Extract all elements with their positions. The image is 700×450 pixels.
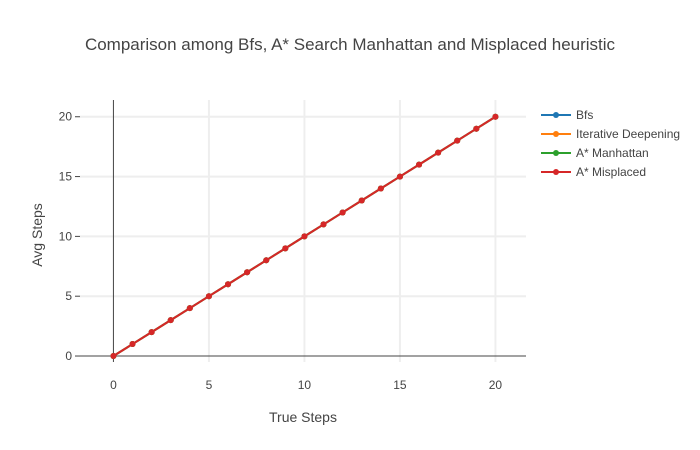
legend-item[interactable]: A* Manhattan: [541, 146, 649, 160]
data-point[interactable]: [416, 161, 423, 168]
legend-label: A* Misplaced: [576, 165, 646, 179]
y-tick-label: 20: [59, 110, 73, 124]
legend[interactable]: Bfs Iterative Deepening A* Manhattan A* Mis…: [541, 108, 680, 179]
data-point[interactable]: [186, 305, 193, 312]
legend-item[interactable]: Iterative Deepening: [541, 127, 680, 141]
legend-label: A* Manhattan: [576, 146, 649, 160]
legend-item[interactable]: Bfs: [541, 108, 593, 122]
y-tick-label: 5: [65, 289, 72, 303]
legend-swatch-marker: [553, 112, 559, 118]
legend-item[interactable]: A* Misplaced: [541, 165, 646, 179]
x-tick-label: 20: [489, 378, 503, 392]
data-point[interactable]: [492, 113, 499, 120]
data-point[interactable]: [282, 245, 289, 252]
x-tick-label: 5: [206, 378, 213, 392]
data-point[interactable]: [205, 293, 212, 300]
data-point[interactable]: [473, 125, 480, 132]
data-point[interactable]: [358, 197, 365, 204]
data-point[interactable]: [301, 233, 308, 240]
data-point[interactable]: [263, 257, 270, 264]
legend-swatch-marker: [553, 131, 559, 137]
data-point[interactable]: [320, 221, 327, 228]
y-tick-label: 15: [59, 170, 73, 184]
data-point[interactable]: [377, 185, 384, 192]
y-tick-label: 10: [59, 229, 73, 243]
data-point[interactable]: [435, 149, 442, 156]
data-point[interactable]: [225, 281, 232, 288]
y-axis-title: Avg Steps: [29, 203, 45, 267]
data-point[interactable]: [129, 341, 136, 348]
axes: 0 5 10 15 20 0 5 10 15 20: [59, 100, 526, 392]
x-tick-label: 0: [110, 378, 117, 392]
legend-label: Iterative Deepening: [576, 127, 680, 141]
legend-swatch-marker: [553, 150, 559, 156]
data-point[interactable]: [396, 173, 403, 180]
legend-swatch-marker: [553, 169, 559, 175]
x-axis-title: True Steps: [269, 409, 337, 425]
y-tick-label: 0: [65, 349, 72, 363]
data-point[interactable]: [339, 209, 346, 216]
chart-title: Comparison among Bfs, A* Search Manhatta…: [85, 35, 616, 54]
series-group: [110, 113, 499, 360]
legend-label: Bfs: [576, 108, 593, 122]
x-tick-label: 10: [298, 378, 312, 392]
data-point[interactable]: [167, 317, 174, 324]
data-point[interactable]: [454, 137, 461, 144]
data-point[interactable]: [110, 353, 117, 360]
data-point[interactable]: [244, 269, 251, 276]
series-3: [110, 113, 499, 360]
data-point[interactable]: [148, 329, 155, 336]
x-tick-label: 15: [393, 378, 407, 392]
